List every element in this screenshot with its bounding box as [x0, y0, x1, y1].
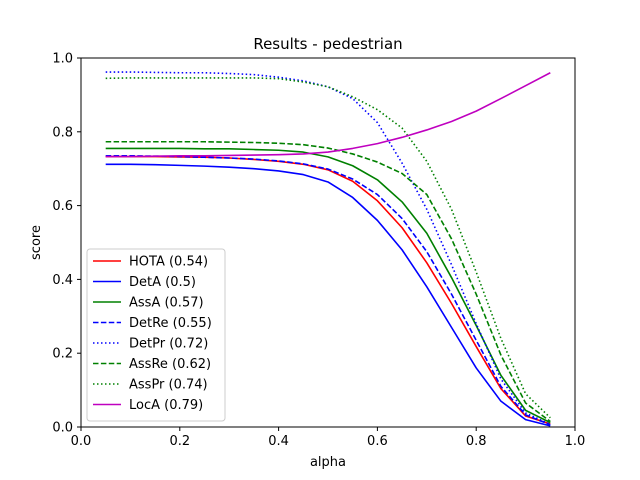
- plot-frame: [80, 57, 576, 428]
- x-tick-label: 0.8: [466, 434, 487, 449]
- x-axis: 0.0 0.2 0.4 0.6 0.8 1.0: [71, 427, 586, 449]
- x-tick-label: 0.0: [71, 434, 92, 449]
- series-line-2: [105, 147, 551, 424]
- legend-label: AssA (0.57): [129, 296, 204, 311]
- y-tick-label: 0.2: [52, 347, 73, 362]
- x-tick-label: 0.6: [367, 434, 388, 449]
- legend-label: AssRe (0.62): [129, 357, 211, 372]
- y-tick-label: 1.0: [52, 52, 73, 67]
- series-line-1: [105, 163, 551, 427]
- legend-label: DetA (0.5): [129, 275, 196, 290]
- y-tick-label: 0.6: [52, 199, 73, 214]
- y-tick-label: 0.4: [52, 273, 73, 288]
- legend-label: DetRe (0.55): [129, 316, 212, 331]
- x-tick-label: 0.4: [268, 434, 289, 449]
- x-axis-label: alpha: [310, 455, 346, 470]
- series-layer: [105, 71, 551, 427]
- y-tick-label: 0.8: [52, 125, 73, 140]
- legend-label: LocA (0.79): [129, 398, 203, 413]
- legend-box: [86, 248, 226, 422]
- x-tick-label: 0.2: [169, 434, 190, 449]
- legend-label: DetPr (0.72): [129, 337, 208, 352]
- legend-label: HOTA (0.54): [129, 255, 208, 270]
- y-axis-label: score: [29, 225, 44, 260]
- legend-label: AssPr (0.74): [129, 378, 208, 393]
- x-tick-label: 1.0: [565, 434, 586, 449]
- y-axis: 0.0 0.2 0.4 0.6 0.8 1.0: [52, 52, 81, 436]
- series-line-5: [105, 140, 551, 423]
- legend: HOTA (0.54) DetA (0.5) AssA (0.57) DetRe (0…: [86, 248, 226, 422]
- series-line-7: [105, 72, 551, 158]
- chart-title: Results - pedestrian: [253, 35, 402, 53]
- y-tick-label: 0.0: [52, 421, 73, 436]
